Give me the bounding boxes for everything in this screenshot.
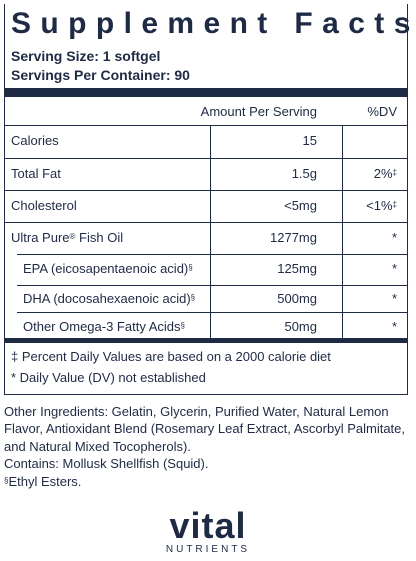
row-name: Total Fat — [11, 166, 61, 181]
row-divider — [5, 158, 407, 159]
row-amount: 15 — [302, 133, 317, 148]
row-name: Ultra Pure® Fish Oil — [11, 230, 124, 245]
row-amount: 500mg — [277, 291, 317, 306]
row-name: Cholesterol — [11, 198, 77, 213]
column-divider — [210, 125, 211, 338]
logo-subtitle: NUTRIENTS — [165, 544, 251, 555]
allergen-line: Contains: Mollusk Shellfish (Squid). — [4, 456, 209, 472]
row-name: Calories — [11, 133, 59, 148]
row-divider — [17, 254, 407, 255]
panel-title: Supplement Facts — [11, 7, 416, 40]
row-divider — [17, 285, 407, 286]
header-dv: %DV — [367, 104, 397, 119]
row-divider — [17, 312, 407, 313]
row-amount: 125mg — [277, 261, 317, 276]
ingredients-line: Other Ingredients: Gelatin, Glycerin, Pu… — [4, 404, 389, 419]
row-divider — [5, 222, 407, 223]
header-divider — [5, 125, 407, 126]
row-amount: 1.5g — [291, 166, 317, 181]
row-divider — [5, 190, 407, 191]
footnote-dv-not-established: * Daily Value (DV) not established — [11, 370, 206, 385]
brand-logo: vital NUTRIENTS — [0, 508, 416, 556]
ethyl-esters-note: §Ethyl Esters. — [4, 473, 82, 489]
logo-wordmark: vital — [169, 505, 247, 546]
row-dv: * — [391, 291, 397, 306]
row-dv: <1%‡ — [366, 198, 397, 213]
row-dv: * — [391, 261, 397, 276]
thick-divider — [5, 88, 407, 97]
row-dv: * — [391, 319, 397, 334]
row-dv: * — [391, 230, 397, 245]
row-amount: 50mg — [284, 319, 317, 334]
servings-per-container: Servings Per Container: 90 — [11, 67, 190, 83]
ingredients-line: and Natural Mixed Tocopherols). — [4, 438, 191, 454]
row-dv: 2%‡ — [373, 166, 397, 181]
row-amount: 1277mg — [270, 230, 317, 245]
thick-divider — [5, 338, 407, 343]
row-name: EPA (eicosapentaenoic acid)§ — [23, 261, 193, 276]
header-amount: Amount Per Serving — [200, 104, 317, 119]
row-amount: <5mg — [284, 198, 317, 213]
other-ingredients: Other Ingredients: Gelatin, Glycerin, Pu… — [4, 403, 412, 490]
footnote-percent-dv: ‡ Percent Daily Values are based on a 20… — [11, 349, 331, 364]
row-name: DHA (docosahexaenoic acid)§ — [23, 291, 196, 306]
row-name: Other Omega-3 Fatty Acids§ — [23, 319, 185, 334]
serving-size: Serving Size: 1 softgel — [11, 48, 161, 64]
column-divider — [342, 125, 343, 338]
supplement-facts-panel: Supplement Facts Serving Size: 1 softgel… — [4, 4, 416, 395]
ingredients-line: Flavor, Antioxidant Blend (Rosemary Leaf… — [4, 421, 406, 437]
